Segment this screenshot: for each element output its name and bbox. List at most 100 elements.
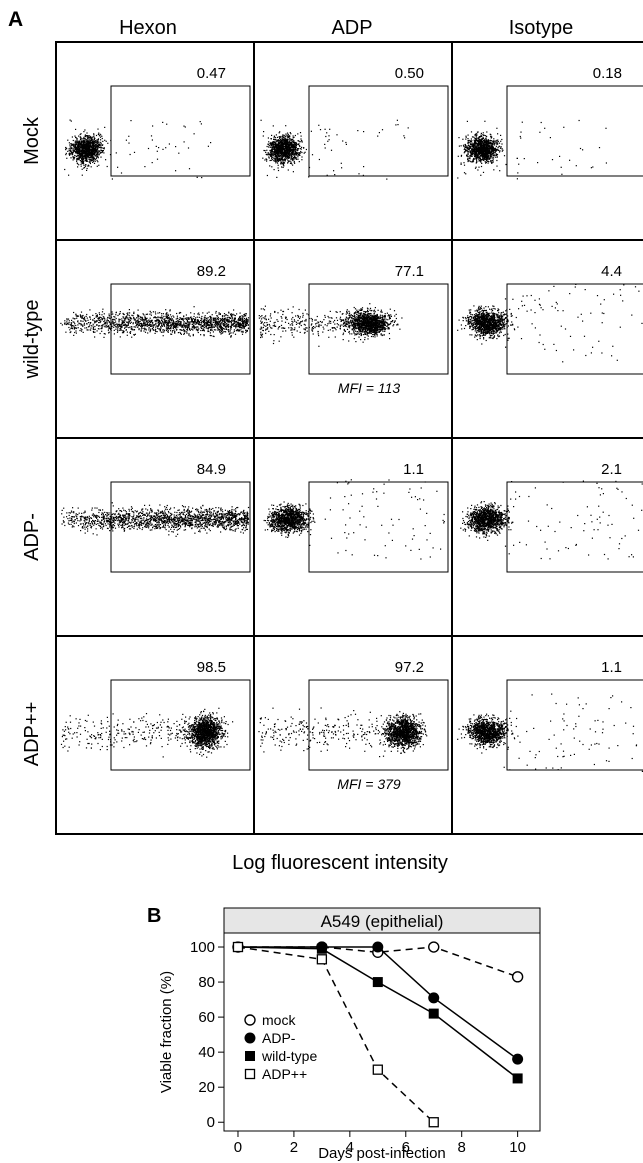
flow-events: [457, 693, 643, 772]
flow-events: [457, 283, 643, 363]
legend-marker: [244, 1014, 256, 1026]
data-point: [232, 941, 244, 953]
mfi-annotation: MFI = 379: [337, 776, 401, 792]
gate-box: [506, 679, 643, 771]
data-point: [428, 941, 440, 953]
gate-box: [506, 481, 643, 573]
legend-label: ADP-: [262, 1030, 296, 1046]
data-point: [372, 977, 383, 988]
x-tick-label: 6: [402, 1139, 410, 1156]
mfi-annotation: MFI = 113: [338, 380, 401, 396]
x-tick-label: 4: [346, 1139, 354, 1156]
data-point: [372, 1064, 383, 1075]
flow-events: [263, 479, 445, 560]
flow-plot-Mock-ADP: 0.50: [260, 65, 449, 180]
flow-events: [60, 306, 250, 338]
flow-plot-wild-type-Isotype: 4.4: [457, 263, 643, 375]
data-point: [428, 1117, 439, 1128]
gate-percent-label: 1.1: [601, 659, 622, 676]
viability-line-chart: A549 (epithelial) 0 20 40 60 80 100 0 2 4 6 8 10 Days…: [158, 907, 541, 1162]
gate-box: [308, 283, 449, 375]
row-label-wild-type: wild-type: [21, 300, 43, 380]
data-point: [428, 992, 440, 1004]
row-label-adp-minus: ADP-: [21, 513, 43, 561]
y-tick-label: 20: [198, 1079, 215, 1096]
legend-label: mock: [262, 1012, 296, 1028]
x-axis-label: Days post-infection: [318, 1145, 446, 1162]
flow-plot-ADP++-Isotype: 1.1: [457, 659, 643, 772]
series-line: [237, 946, 435, 1123]
chart-title-strip: [223, 907, 541, 934]
flow-events: [460, 480, 643, 560]
flow-plot-Mock-Isotype: 0.18: [457, 65, 643, 180]
gate-percent-label: 1.1: [403, 461, 424, 478]
gate-percent-label: 0.50: [395, 65, 424, 82]
legend-label: wild-type: [261, 1048, 317, 1064]
legend-marker: [244, 1068, 256, 1080]
flow-plot-ADP++-ADP: 97.2: [258, 659, 449, 771]
flow-events: [260, 119, 409, 180]
chart-title: A549 (epithelial): [321, 912, 444, 931]
data-point: [372, 941, 384, 953]
data-point: [316, 943, 327, 954]
y-tick-label: 40: [198, 1044, 215, 1061]
gate-box: [110, 679, 251, 771]
gate-box: [110, 85, 251, 177]
gate-percent-label: 98.5: [197, 659, 226, 676]
x-tick-label: 0: [234, 1139, 242, 1156]
plot-frame: [223, 932, 541, 1132]
data-point: [511, 971, 524, 983]
flow-events: [64, 119, 212, 180]
row-label-adp-plus-plus: ADP++: [21, 702, 43, 766]
column-header-adp: ADP: [331, 17, 372, 39]
flow-plot-ADP++-Hexon: 98.5: [60, 659, 251, 771]
gate-box: [506, 85, 643, 177]
x-tick-label: 8: [458, 1139, 466, 1156]
flow-events: [258, 707, 428, 758]
flow-events: [258, 303, 403, 347]
flow-plot-ADP--Isotype: 2.1: [460, 461, 643, 573]
panel-b: B A549 (epithelial) 0 20 40 60 80 100 0 2 4 6 8 10 Da…: [147, 905, 541, 1162]
row-label-mock: Mock: [21, 116, 43, 165]
gate-percent-label: 0.18: [593, 65, 622, 82]
gate-box: [308, 679, 449, 771]
flow-events: [61, 502, 250, 537]
legend-marker: [245, 1051, 255, 1061]
column-header-hexon: Hexon: [119, 17, 177, 39]
panel-a-xlabel: Log fluorescent intensity: [232, 852, 448, 874]
series-ADP-: [232, 941, 524, 1065]
gate-box: [110, 481, 251, 573]
gate-percent-label: 4.4: [601, 263, 622, 280]
panel-b-label: B: [147, 905, 161, 927]
y-tick-label: 60: [198, 1009, 215, 1026]
flow-plot-wild-type-Hexon: 89.2: [60, 263, 251, 375]
gate-box: [110, 283, 251, 375]
gate-percent-label: 77.1: [395, 263, 424, 280]
column-header-isotype: Isotype: [509, 17, 573, 39]
gate-box: [308, 481, 449, 573]
gate-percent-label: 97.2: [395, 659, 424, 676]
x-tick-label: 2: [290, 1139, 298, 1156]
data-point: [428, 1008, 439, 1019]
gate-percent-label: 89.2: [197, 263, 226, 280]
gate-percent-label: 84.9: [197, 461, 226, 478]
legend: mock ADP-wild-type ADP++: [244, 1012, 317, 1082]
flow-cytometry-grid: 0.47 0.50 0.18 89.2 77.1 4.4 84.9 1.1 2.1 98.5 97.…: [55, 41, 643, 835]
gate-percent-label: 0.47: [197, 65, 226, 82]
legend-label: ADP++: [262, 1066, 307, 1082]
flow-plot-Mock-Hexon: 0.47: [64, 65, 251, 180]
series-ADP++: [232, 941, 439, 1128]
y-tick-label: 0: [207, 1114, 215, 1131]
gate-box: [506, 283, 643, 375]
data-point: [316, 954, 328, 965]
flow-plot-wild-type-ADP: 77.1: [258, 263, 449, 375]
flow-events: [60, 707, 234, 758]
flow-events: [457, 119, 607, 180]
data-point: [512, 1073, 523, 1084]
data-point: [512, 1053, 524, 1065]
flow-plot-ADP--Hexon: 84.9: [61, 461, 251, 573]
panel-a-label: A: [8, 8, 23, 31]
flow-plot-ADP--ADP: 1.1: [263, 461, 449, 573]
y-tick-label: 100: [190, 939, 215, 956]
